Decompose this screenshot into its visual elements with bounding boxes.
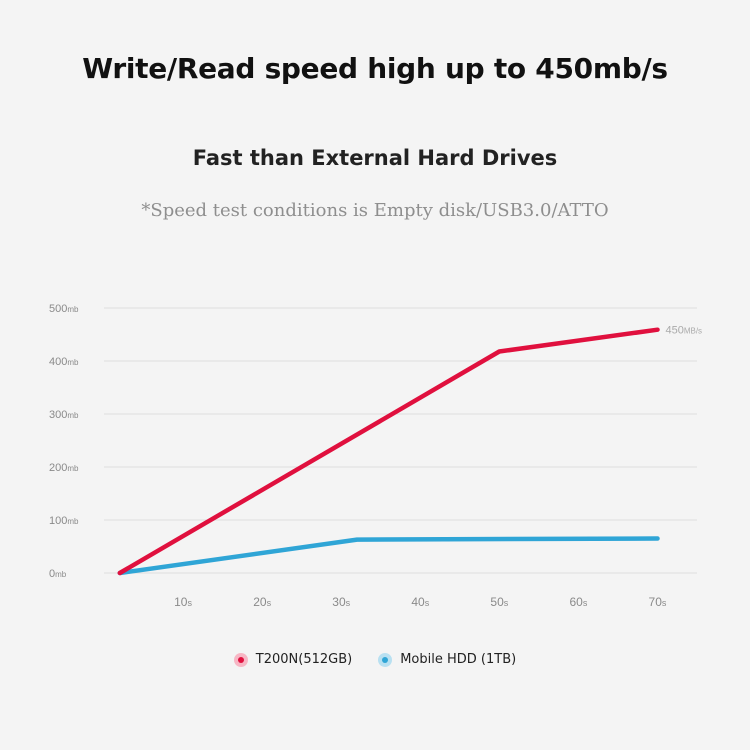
- legend-dot-icon: [378, 652, 393, 667]
- x-tick-label: 20s: [253, 595, 271, 609]
- legend-label-mobile-hdd: Mobile HDD (1TB): [400, 652, 517, 667]
- x-tick-label: 70s: [649, 595, 667, 609]
- legend-dot-icon: [233, 652, 248, 667]
- legend-item-mobile-hdd: Mobile HDD (1TB): [378, 652, 516, 667]
- x-tick-label: 60s: [569, 595, 587, 609]
- y-tick-label: 200mb: [49, 462, 79, 474]
- y-tick-label: 100mb: [49, 515, 79, 527]
- x-tick-label: 50s: [490, 595, 508, 609]
- y-tick-label: 400mb: [49, 356, 79, 368]
- series-line-t200n-512gb: [117, 327, 660, 576]
- chart-legend: T200N(512GB) Mobile HDD (1TB): [0, 652, 750, 667]
- x-tick-label: 30s: [332, 595, 350, 609]
- legend-label-t200n: T200N(512GB): [255, 652, 353, 667]
- x-tick-label: 10s: [174, 595, 192, 609]
- page-subtitle: Fast than External Hard Drives: [192, 146, 558, 170]
- x-tick-label: 40s: [411, 595, 429, 609]
- y-tick-label: 0mb: [49, 568, 67, 580]
- y-tick-label: 300mb: [49, 409, 79, 421]
- y-tick-label: 500mb: [49, 303, 79, 315]
- max-speed-annotation: 450MB/s: [665, 325, 702, 337]
- legend-item-t200n: T200N(512GB): [233, 652, 353, 667]
- test-conditions-note: *Speed test conditions is Empty disk/USB…: [141, 200, 609, 221]
- series-line-mobile-hdd-1tb: [117, 536, 660, 576]
- page-title: Write/Read speed high up to 450mb/s: [82, 52, 668, 85]
